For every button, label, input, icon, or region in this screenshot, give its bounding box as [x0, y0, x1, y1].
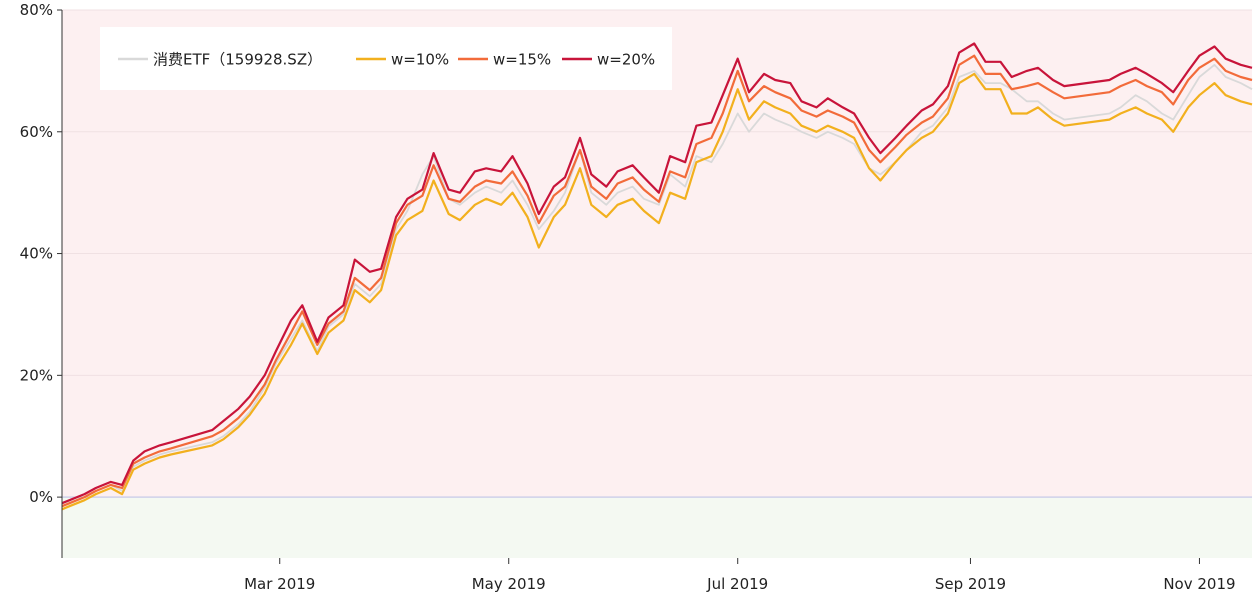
- y-tick-label: 0%: [29, 488, 53, 506]
- x-tick-label: Mar 2019: [244, 575, 315, 593]
- series-line-2: [61, 54, 1253, 508]
- axes: 0% 20% 40% 60% 80% Mar 2019 May 2019 Jul 2019 Se…: [20, 1, 1236, 593]
- series-lines: [61, 42, 1253, 511]
- legend-label-0: 消费ETF（159928.SZ）: [153, 51, 322, 69]
- y-tick-label: 40%: [20, 245, 53, 263]
- negative-region: [62, 497, 1252, 558]
- x-tick-label: May 2019: [472, 575, 546, 593]
- legend-label-1: w=10%: [391, 51, 449, 69]
- x-tick-label: Sep 2019: [935, 575, 1006, 593]
- legend: 消费ETF（159928.SZ） w=10% w=15% w=20%: [100, 27, 672, 90]
- y-tick-label: 20%: [20, 366, 53, 384]
- x-tick-label: Nov 2019: [1163, 575, 1235, 593]
- legend-label-2: w=15%: [493, 51, 551, 69]
- y-tick-label: 60%: [20, 123, 53, 141]
- series-line-1: [61, 72, 1253, 511]
- series-line-0: [61, 63, 1253, 508]
- y-tick-label: 80%: [20, 1, 53, 19]
- x-tick-label: Jul 2019: [706, 575, 768, 593]
- grid-lines: [62, 9, 1252, 498]
- legend-label-3: w=20%: [597, 51, 655, 69]
- series-line-3: [61, 42, 1253, 505]
